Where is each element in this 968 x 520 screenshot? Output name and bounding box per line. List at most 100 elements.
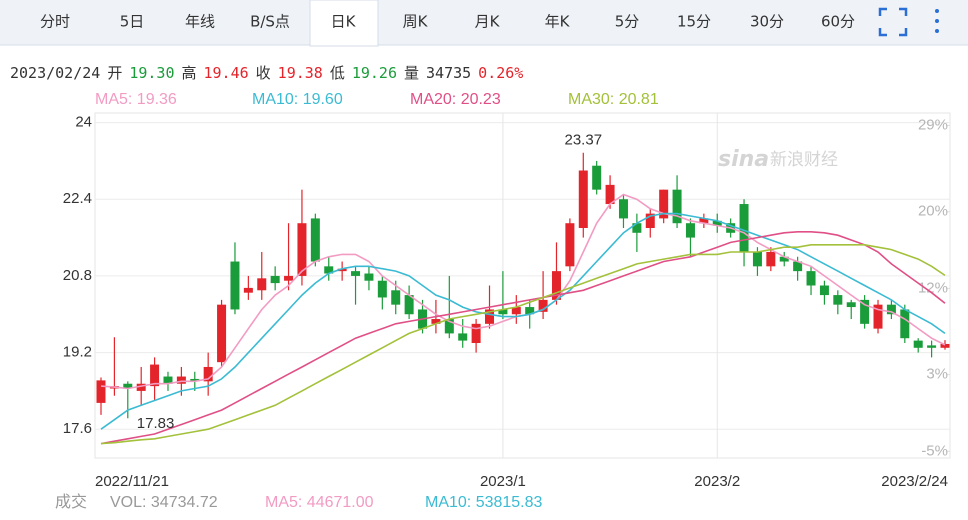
candle-body [217,304,227,363]
tab[interactable]: 60分 [821,13,855,31]
legend-entry: MA5: 19.36 [95,91,177,108]
candle-body [779,256,789,262]
legend-entry: MA30: 20.81 [568,91,659,108]
quote-item: 0.26% [478,64,523,82]
x-tick-label: 2023/1 [480,473,526,490]
y-tick-label: 22.4 [63,190,92,207]
x-tick-label: 2023/2 [694,473,740,490]
legend-entry: MA10: 19.60 [252,91,343,108]
quote-item: 收 [256,64,271,82]
candle-body [712,220,722,226]
candle-body [163,376,173,384]
quote-item: 34735 [426,64,471,82]
volume-legend: VOL: 34734.72 [110,494,218,511]
candle-body [203,366,213,382]
quote-item: 19.26 [352,64,397,82]
candle-body [364,273,374,281]
y2-tick-label: 20% [918,203,948,220]
candle-body [806,271,816,286]
candle-body [873,304,883,329]
tab[interactable]: 15分 [677,13,711,31]
candle-body [940,343,950,348]
tab[interactable]: 5分 [615,13,640,31]
candle-body [672,189,682,224]
candle-body [565,223,575,267]
candle-body [525,307,535,315]
quote-item: 开 [107,64,122,82]
candle-body [377,280,387,298]
candle-body [150,364,160,387]
watermark-text: 新浪财经 [770,150,838,170]
candle-body [284,275,294,281]
candle-body [766,251,776,267]
candle-body [618,199,628,219]
legend-entry: MA20: 20.23 [410,91,501,108]
candle-body [645,213,655,228]
y-tick-label: 24 [75,114,92,131]
tab[interactable]: 日K [331,13,357,31]
quote-item: 低 [330,64,345,82]
tab[interactable]: 年K [545,13,571,31]
candle-body [860,299,870,324]
more-icon[interactable] [935,9,939,33]
fullscreen-icon[interactable] [878,7,908,37]
x-tick-label: 2023/2/24 [881,473,948,490]
candle-body [592,165,602,190]
candle-body [270,275,280,284]
candle-body [551,271,561,300]
candle-body [578,170,588,228]
y-tick-label: 17.6 [63,420,92,437]
candle-body [310,218,320,262]
quote-item: 19.30 [129,64,174,82]
candle-body [846,302,856,308]
toolbar [0,0,968,45]
y-tick-label: 19.2 [63,344,92,361]
candle-body [685,223,695,238]
quote-item: 高 [181,64,196,82]
min-annotation: 17.83 [137,415,175,432]
candle-body [819,285,829,296]
tab[interactable]: 周K [403,13,429,31]
tab[interactable]: 30分 [750,13,784,31]
tab[interactable]: 月K [475,13,501,31]
candle-body [444,319,454,334]
quote-info: 2023/02/24 开 19.30 高 19.46 收 19.38 低 19.26 量 34735… [10,64,523,82]
quote-item: 2023/02/24 [10,64,100,82]
candle-body [136,383,146,391]
tab[interactable]: 分时 [40,13,70,31]
candle-body [190,378,200,382]
candle-body [431,319,441,324]
candle-body [337,268,347,272]
candle-body [752,251,762,267]
candle-body [176,376,186,384]
watermark-logo: sina [718,147,769,172]
tab[interactable]: 年线 [185,13,215,31]
tab[interactable]: 5日 [120,13,145,31]
candle-body [699,218,709,224]
volume-legend: MA5: 44671.00 [265,494,374,511]
volume-legend: 成交 [55,493,87,511]
candle-body [659,189,669,219]
candle-body [123,383,133,389]
candle-body [605,184,615,205]
candle-body [886,304,896,315]
max-annotation: 23.37 [565,132,603,149]
quote-item: 19.38 [278,64,323,82]
candle-body [404,295,414,315]
candle-body [498,309,508,315]
candle-body [391,290,401,305]
candle-body [913,340,923,348]
candle-body [538,299,548,312]
candle-body [257,278,267,291]
tab[interactable]: B/S点 [250,13,290,31]
candle-body [230,261,240,310]
candle-body [471,323,481,343]
candle-body [927,345,937,348]
candle-body [458,333,468,341]
candle-body [900,309,910,339]
active-tab-bg [309,0,379,47]
plot-frame [94,112,951,459]
candle-body [96,380,106,403]
candle-body [324,266,334,274]
candle-body [351,271,361,276]
